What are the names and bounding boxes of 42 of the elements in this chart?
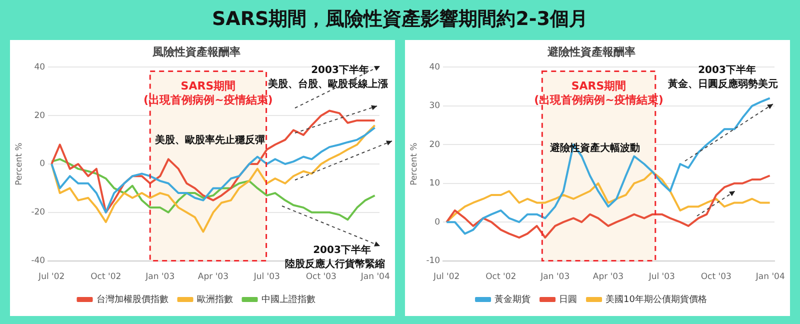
legend-label: 歐洲指數 (196, 294, 233, 305)
x-tick-label: Jan '04 (754, 272, 785, 282)
y-tick-label: 30 (429, 101, 440, 112)
x-tick-label: Jan '03 (540, 272, 570, 282)
x-tick-label: Jul '02 (432, 272, 460, 282)
y-tick-label: 20 (429, 140, 440, 150)
annotation: 美股、歐股率先止穩反彈 (155, 133, 265, 147)
y-tick-label: -40 (31, 256, 46, 266)
x-tick-label: Oct '03 (700, 272, 732, 282)
legend-label: 日圓 (559, 294, 578, 305)
x-tick-label: Apr '03 (592, 272, 624, 282)
x-tick-label: Oct '02 (486, 272, 516, 282)
y-tick-label: 10 (429, 178, 440, 189)
y-tick-label: 0 (40, 159, 46, 170)
y-axis-title: Percent % (14, 142, 24, 186)
text: SARS期間，風險性資產影響期間約2-3個月 (210, 7, 590, 32)
chart-title: 避險性資產報酬率 (546, 45, 636, 58)
x-tick-label: Jul '02 (38, 272, 65, 282)
x-tick-label: Jul '03 (252, 272, 280, 282)
y-tick-label: 40 (429, 62, 440, 72)
annotation: 2003下半年 (311, 64, 369, 77)
x-tick-label: Jan '04 (360, 272, 390, 282)
y-tick-label: 20 (34, 110, 46, 121)
y-tick-label: 0 (434, 217, 440, 228)
x-tick-label: Oct '03 (306, 272, 336, 282)
x-tick-label: Jan '03 (144, 272, 175, 282)
y-tick-label: -10 (426, 256, 440, 266)
annotation: 黃金、日圓反應弱勢美元 (668, 77, 778, 91)
chart-title: 風險性資產報酬率 (152, 45, 240, 58)
annotation: 2003下半年 (313, 244, 371, 257)
legend-label: 美國10年期公債期貨價格 (606, 294, 707, 305)
legend-label: 黃金期貨 (494, 294, 531, 305)
x-tick-label: Jul '03 (648, 272, 675, 282)
annotation: 陸股反應人行貨幣緊縮 (285, 257, 385, 271)
y-tick-label: 40 (34, 62, 46, 72)
annotation: 2003下半年 (698, 64, 756, 77)
y-axis-title: Percent % (409, 142, 420, 186)
legend-label: 中國上證指數 (261, 294, 316, 305)
legend-label: 台灣加權股價指數 (96, 294, 168, 305)
x-tick-label: Oct '02 (90, 272, 122, 282)
y-tick-label: -20 (31, 208, 46, 218)
x-tick-label: Apr '03 (198, 272, 228, 282)
